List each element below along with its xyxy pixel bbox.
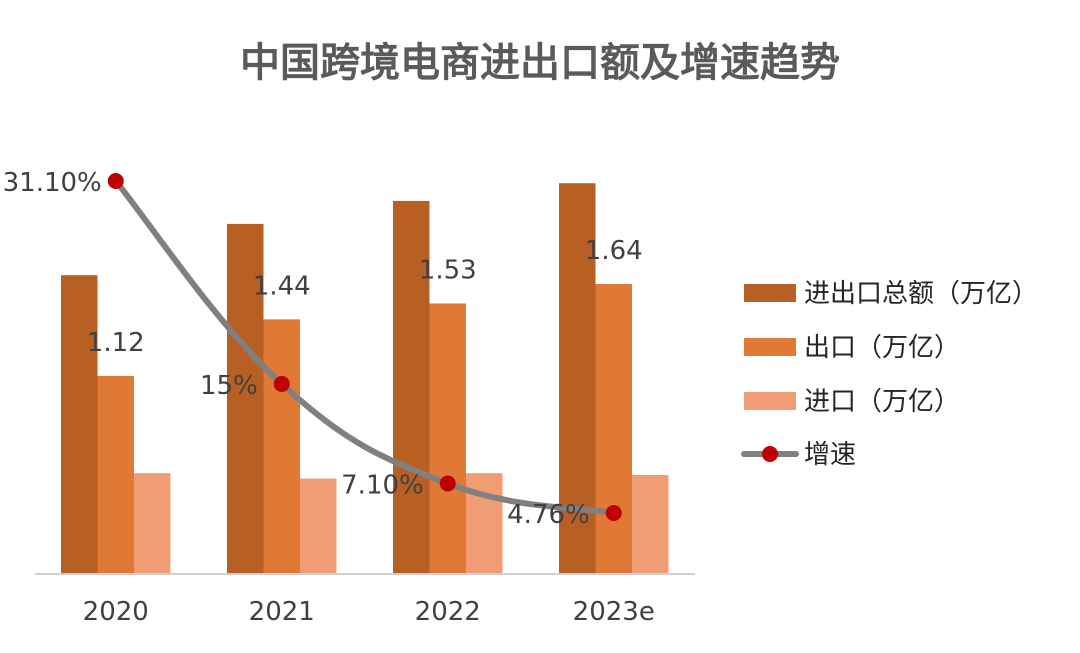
x-tick-label: 2021 [249, 597, 315, 627]
growth-line-layer [107, 173, 622, 521]
legend-label: 进出口总额（万亿） [804, 279, 1038, 309]
export-data-label: 1.53 [419, 255, 477, 285]
growth-data-label: 15% [200, 371, 258, 401]
bar-total [61, 275, 98, 574]
legend-label: 出口（万亿） [804, 333, 960, 363]
legend-marker [762, 446, 778, 462]
export-data-label: 1.44 [253, 271, 311, 301]
growth-point [605, 505, 622, 521]
bar-total [227, 223, 264, 574]
x-tick-labels: 2020 2021 2022 2023e [83, 597, 655, 627]
growth-point [439, 475, 456, 492]
legend: 进出口总额（万亿） 出口（万亿） 进口（万亿） 增速 [741, 279, 1038, 470]
chart-title: 中国跨境电商进出口额及增速趋势 [240, 40, 840, 86]
x-tick-label: 2022 [415, 597, 481, 627]
legend-swatch [744, 284, 796, 302]
bar-import [134, 473, 171, 574]
bar-export [429, 303, 466, 574]
bar-export [263, 319, 300, 574]
legend-swatch [744, 392, 796, 410]
growth-data-label: 4.76% [507, 500, 590, 530]
data-labels-layer: 1.12 1.44 1.53 1.64 31.10% 15% 7.10% 4.76% [3, 168, 643, 530]
x-tick-label: 2020 [83, 597, 149, 627]
bar-import [300, 478, 337, 574]
growth-data-label: 31.10% [3, 168, 102, 198]
export-data-label: 1.64 [585, 236, 643, 266]
bar-export [595, 284, 632, 574]
legend-label: 增速 [804, 440, 856, 470]
export-data-label: 1.12 [87, 328, 145, 358]
growth-line [112, 178, 617, 516]
legend-label: 进口（万亿） [804, 387, 960, 417]
growth-point [273, 375, 290, 392]
x-tick-label: 2023e [573, 597, 655, 627]
bar-import [466, 473, 503, 574]
bar-export [97, 375, 134, 574]
bar-import [632, 474, 669, 574]
legend-swatch [744, 338, 796, 356]
bar-total [393, 200, 430, 574]
growth-point [107, 173, 124, 189]
growth-data-label: 7.10% [341, 471, 424, 501]
